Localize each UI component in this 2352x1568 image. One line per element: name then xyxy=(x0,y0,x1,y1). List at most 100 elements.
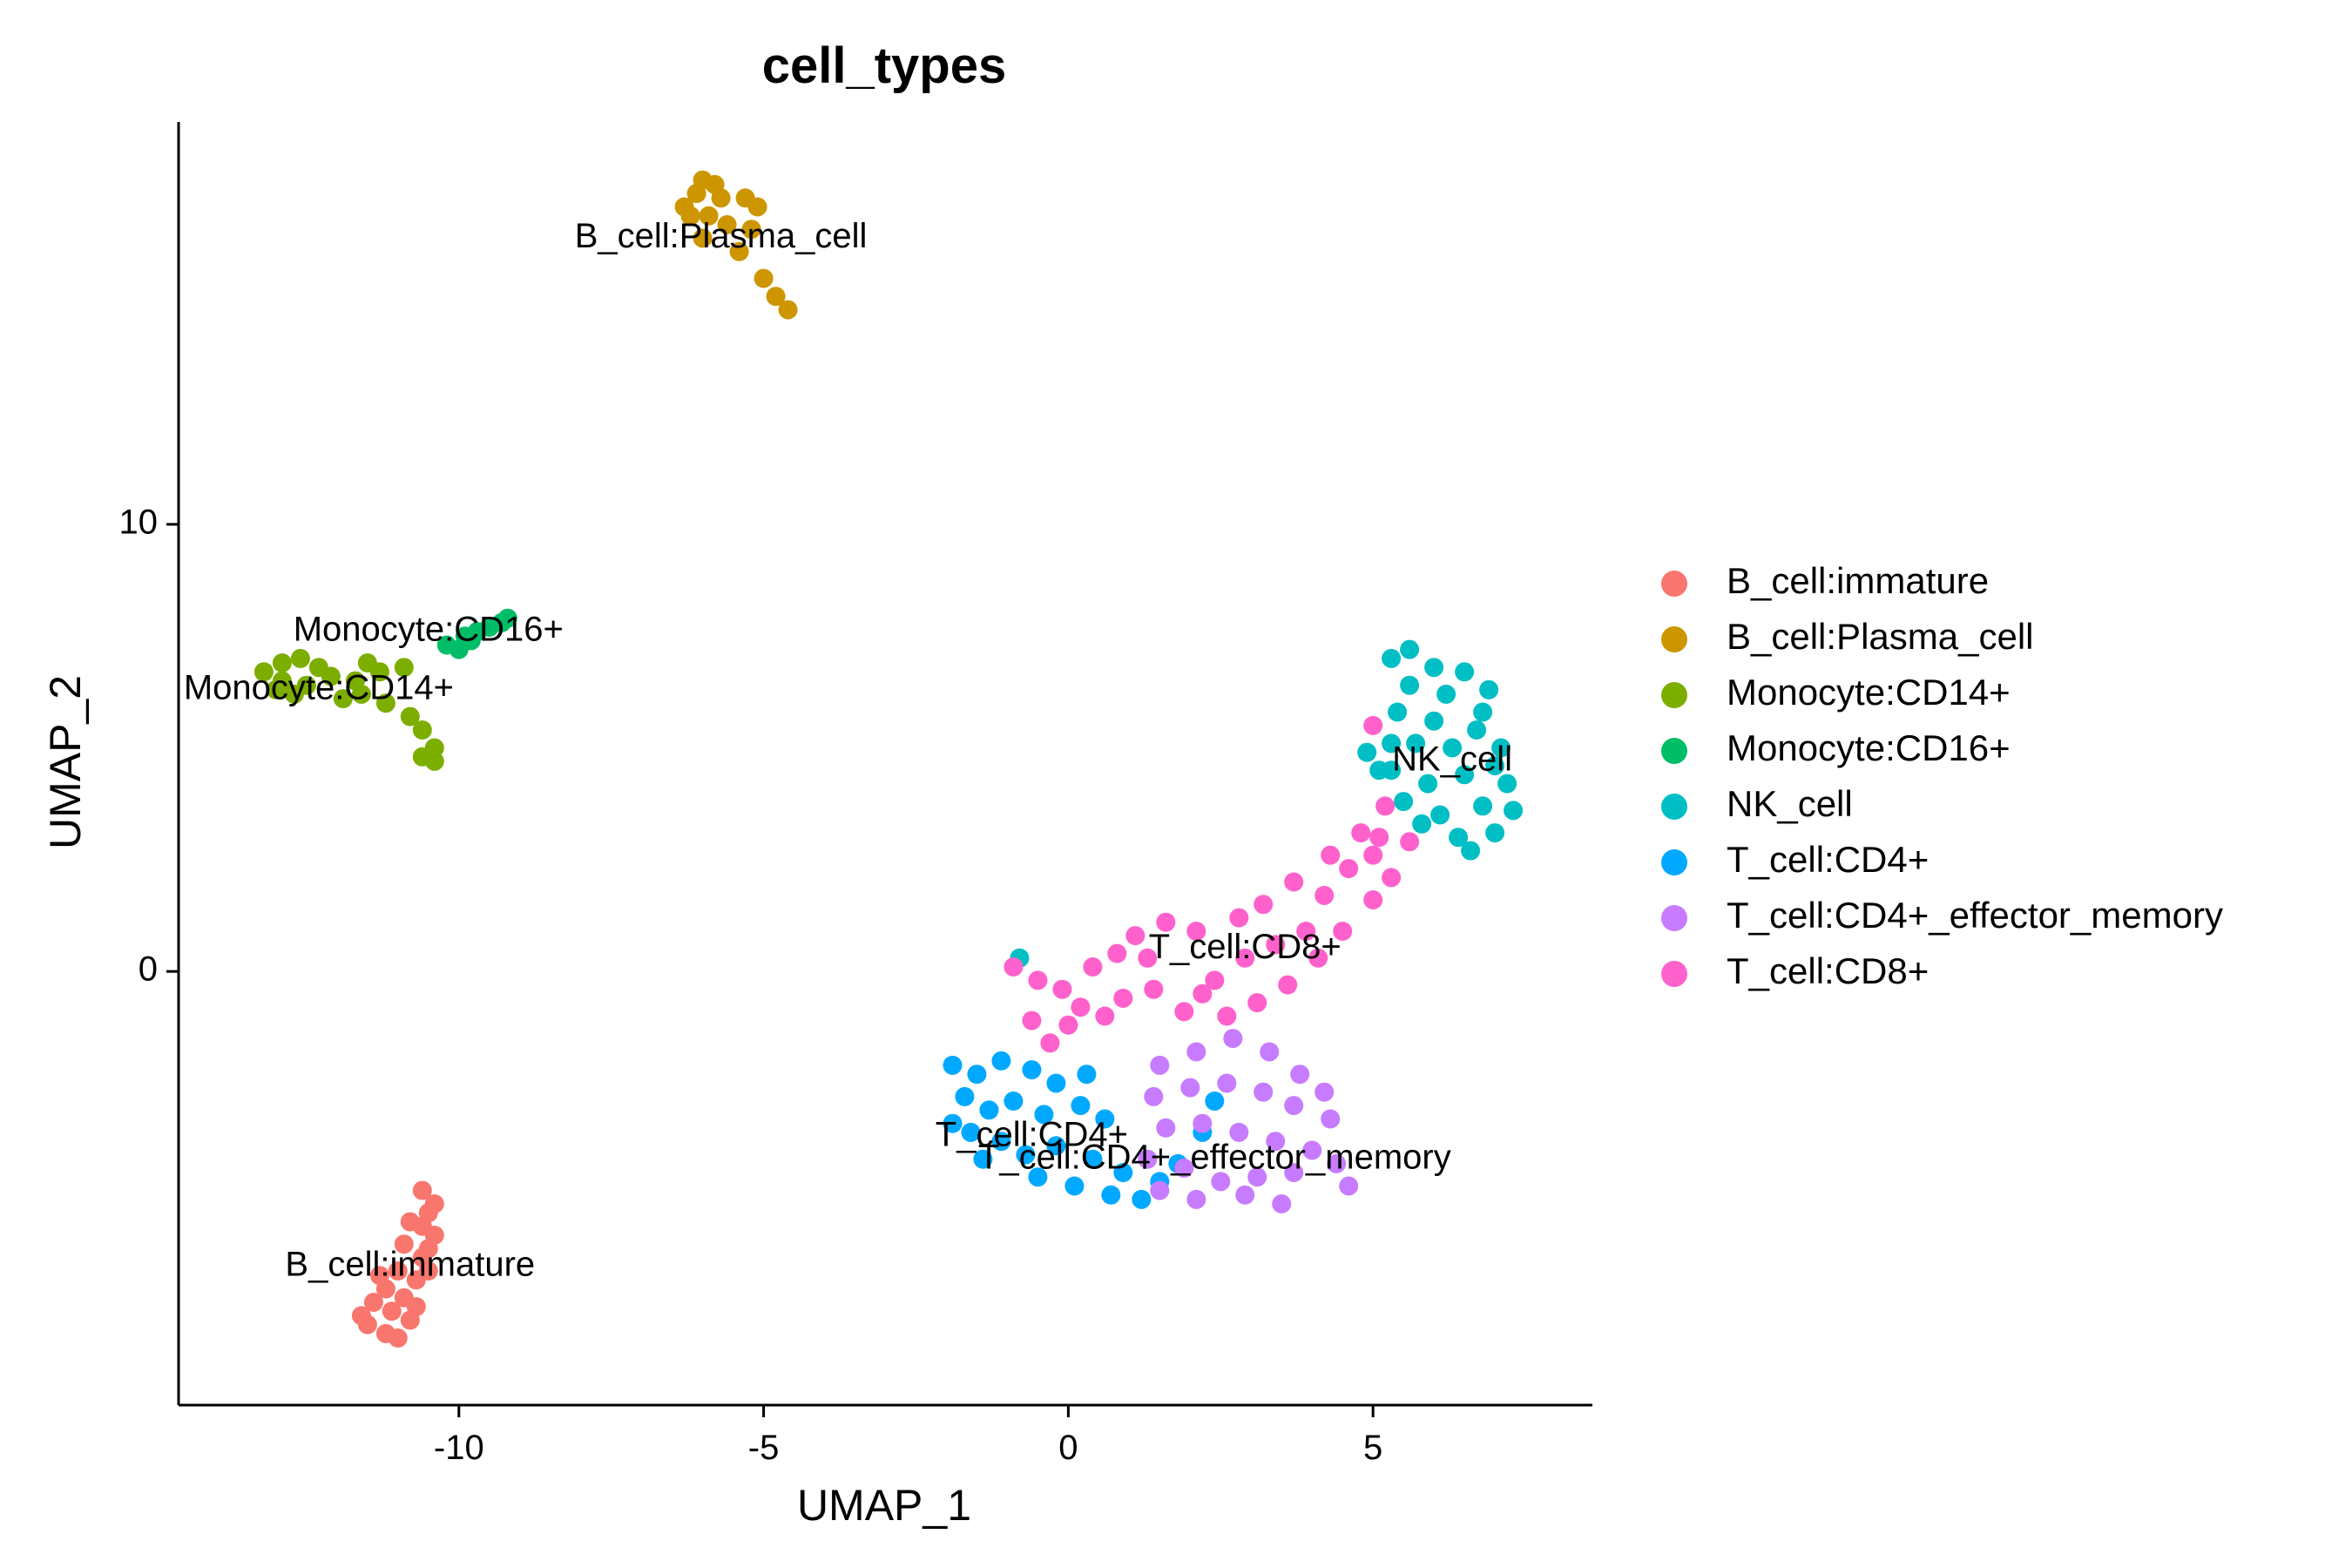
data-point xyxy=(412,1180,432,1200)
x-axis-ticks: -10 -5 0 5 xyxy=(434,1405,1382,1467)
data-point xyxy=(1321,1109,1341,1129)
data-point xyxy=(991,1051,1011,1071)
data-point xyxy=(1254,1082,1274,1102)
data-point xyxy=(991,1132,1011,1152)
data-point xyxy=(290,648,310,668)
data-point xyxy=(418,1261,438,1281)
data-point xyxy=(1156,912,1176,932)
data-point xyxy=(729,241,749,261)
data-point xyxy=(1235,948,1255,968)
legend-label: Monocyte:CD14+ xyxy=(1727,672,2011,713)
data-point xyxy=(1113,989,1133,1008)
data-point xyxy=(394,658,414,678)
data-point xyxy=(1266,935,1286,955)
data-point xyxy=(961,1122,981,1142)
y-axis-ticks: 0 10 xyxy=(119,503,179,989)
data-point xyxy=(1064,1176,1085,1196)
data-point xyxy=(967,1064,987,1085)
data-point xyxy=(375,693,395,713)
data-point xyxy=(1040,1033,1060,1053)
data-point xyxy=(1375,796,1396,816)
data-point xyxy=(1272,1194,1292,1213)
data-point xyxy=(1138,948,1158,968)
cluster-label: B_cell:immature xyxy=(285,1245,535,1283)
data-point xyxy=(717,215,737,234)
data-point xyxy=(424,1194,444,1213)
x-tick-label: 0 xyxy=(1058,1429,1078,1467)
data-point xyxy=(979,1100,999,1120)
data-point xyxy=(1400,832,1420,852)
legend-swatch xyxy=(1661,961,1687,987)
data-point xyxy=(1095,1109,1115,1129)
data-point xyxy=(1406,733,1426,754)
data-point xyxy=(1382,868,1402,888)
data-point xyxy=(1333,922,1353,941)
data-point xyxy=(1174,1002,1194,1022)
data-point xyxy=(400,706,420,727)
data-point xyxy=(693,228,713,248)
data-point xyxy=(1016,1145,1036,1165)
data-point xyxy=(1028,970,1048,990)
data-point xyxy=(1022,1010,1042,1031)
data-point xyxy=(1004,1092,1024,1111)
data-point xyxy=(363,1293,383,1312)
cluster-labels: B_cell:immature B_cell:Plasma_cell Monocyt… xyxy=(184,217,1512,1284)
data-point xyxy=(778,300,798,320)
data-point xyxy=(1046,1073,1066,1093)
legend-swatch xyxy=(1661,849,1687,875)
legend-swatch xyxy=(1661,794,1687,820)
data-point xyxy=(1071,1096,1091,1116)
data-point xyxy=(1290,1064,1310,1085)
legend: B_cell:immature B_cell:Plasma_cell Monocyt… xyxy=(1661,560,2223,991)
data-point xyxy=(1132,1189,1152,1209)
data-point xyxy=(1363,890,1383,909)
scatter-points xyxy=(253,170,1524,1348)
data-point xyxy=(357,653,377,672)
data-point xyxy=(1382,733,1402,754)
data-point xyxy=(1369,760,1389,781)
series-0 xyxy=(351,1180,444,1348)
data-point xyxy=(382,1301,402,1321)
data-point xyxy=(1254,895,1274,915)
data-point xyxy=(1058,1015,1078,1035)
chart-title: cell_types xyxy=(762,37,1007,94)
data-point xyxy=(1296,922,1316,941)
data-point xyxy=(1113,1163,1133,1183)
data-point xyxy=(412,1216,432,1236)
data-point xyxy=(1394,792,1414,812)
data-point xyxy=(1193,1113,1213,1133)
series-7 xyxy=(1004,715,1420,1053)
cluster-label: B_cell:Plasma_cell xyxy=(575,217,868,255)
data-point xyxy=(1150,1055,1170,1075)
data-point xyxy=(1034,1105,1054,1125)
cluster-label: Monocyte:CD16+ xyxy=(294,611,564,649)
series-2 xyxy=(253,648,444,771)
data-point xyxy=(680,206,700,226)
data-point xyxy=(1083,957,1103,977)
data-point xyxy=(1180,1078,1200,1098)
data-point xyxy=(388,1261,408,1281)
x-tick-label: -10 xyxy=(434,1429,484,1467)
series-4 xyxy=(1010,639,1524,968)
data-point xyxy=(1229,908,1249,928)
cluster-label: NK_cell xyxy=(1392,740,1512,778)
data-point xyxy=(1004,957,1024,977)
data-point xyxy=(418,1239,438,1259)
legend-label: T_cell:CD4+_effector_memory xyxy=(1727,895,2223,936)
y-tick-label: 0 xyxy=(139,950,158,989)
data-point xyxy=(1485,823,1505,843)
data-point xyxy=(284,684,304,704)
data-point xyxy=(1052,979,1072,999)
data-point xyxy=(1095,1006,1115,1026)
legend-label: B_cell:Plasma_cell xyxy=(1727,616,2034,657)
data-point xyxy=(1302,1140,1322,1160)
data-point xyxy=(1278,975,1298,995)
legend-label: T_cell:CD8+ xyxy=(1727,950,1929,991)
data-point xyxy=(412,720,432,740)
data-point xyxy=(1284,1096,1304,1116)
data-point xyxy=(333,689,353,709)
data-point xyxy=(1193,983,1213,1004)
data-point xyxy=(1400,675,1420,695)
data-point xyxy=(1430,805,1450,825)
legend-swatch xyxy=(1661,905,1687,931)
